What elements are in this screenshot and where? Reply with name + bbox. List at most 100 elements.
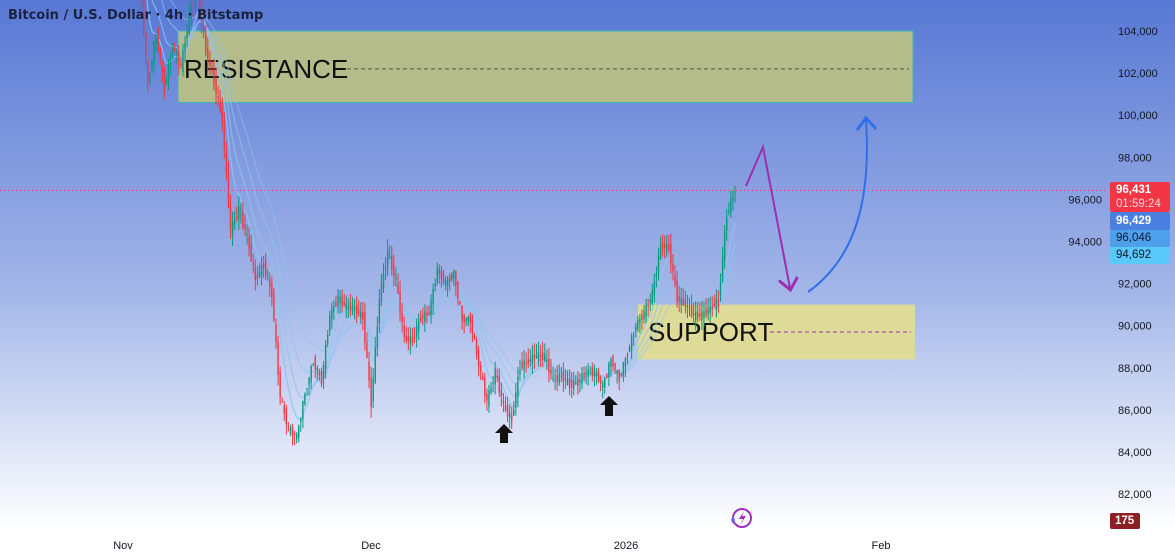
candle — [312, 364, 314, 366]
candle — [451, 274, 453, 281]
candle — [318, 371, 321, 376]
time-tick: Feb — [872, 540, 891, 552]
candle — [355, 305, 358, 314]
candle — [692, 313, 695, 316]
candle — [488, 390, 490, 407]
chart-title: Bitcoin / U.S. Dollar · 4h · Bitstamp — [8, 8, 264, 23]
candle — [163, 69, 166, 92]
candle — [469, 314, 472, 324]
price-tick: 82,000 — [1118, 489, 1152, 501]
candle — [670, 242, 672, 265]
candle — [207, 47, 209, 64]
candle — [231, 222, 234, 236]
candle — [153, 41, 155, 64]
candle — [258, 271, 261, 277]
candle — [618, 369, 620, 382]
candle — [734, 193, 736, 195]
candle — [630, 335, 633, 352]
candle — [213, 69, 215, 86]
candle — [389, 255, 391, 258]
candle — [661, 242, 664, 249]
candle — [411, 337, 414, 343]
candle — [554, 379, 556, 381]
candle — [147, 59, 149, 82]
candle — [409, 336, 412, 345]
ma2-badge: 96,046 — [1110, 230, 1170, 247]
candle — [504, 404, 507, 411]
candle — [465, 318, 467, 322]
candle — [678, 296, 680, 302]
candle — [577, 378, 579, 386]
candle — [533, 353, 536, 361]
candle — [610, 358, 612, 367]
price-tick: 104,000 — [1118, 26, 1158, 38]
candle — [457, 281, 459, 299]
purple-drawn-arrow[interactable] — [745, 143, 790, 288]
candle — [246, 234, 248, 236]
candle — [417, 321, 420, 332]
candle — [324, 344, 327, 369]
candle — [341, 296, 343, 306]
candle — [215, 77, 217, 95]
candle — [285, 408, 288, 425]
candle — [639, 318, 641, 324]
candle — [645, 304, 647, 319]
candle — [434, 283, 436, 286]
candle — [370, 377, 372, 408]
candle — [641, 314, 643, 320]
candle — [599, 378, 602, 384]
candle — [608, 363, 610, 378]
candle — [289, 427, 292, 434]
candle — [287, 425, 290, 427]
candle — [335, 301, 337, 307]
candle — [595, 372, 598, 377]
candle — [473, 335, 476, 338]
candle — [140, 0, 143, 3]
candle — [566, 379, 569, 385]
candle — [198, 0, 201, 6]
candle — [583, 373, 585, 378]
price-tick: 100,000 — [1118, 110, 1158, 122]
candle — [529, 359, 531, 363]
candle — [721, 255, 724, 282]
candle — [732, 198, 734, 201]
candle — [643, 310, 645, 320]
candle — [293, 432, 296, 436]
candle — [326, 334, 329, 344]
candle — [713, 304, 716, 307]
blue-drawn-arrow[interactable] — [807, 120, 867, 293]
candle — [653, 280, 656, 296]
candle — [304, 392, 306, 405]
candle — [477, 349, 480, 367]
candle — [173, 47, 176, 50]
candle — [386, 249, 389, 267]
volume-badge: 175 — [1110, 513, 1140, 529]
candle — [271, 282, 273, 298]
price-tick: 90,000 — [1118, 321, 1152, 333]
candle — [310, 365, 312, 382]
candle — [446, 278, 449, 287]
candle — [535, 354, 538, 358]
candle — [393, 264, 395, 276]
flash-icon[interactable] — [731, 508, 752, 528]
candle — [585, 372, 587, 375]
candle — [544, 353, 546, 362]
last-price-badge: 96,431 01:59:24 — [1110, 182, 1170, 212]
candle — [413, 335, 416, 339]
resistance-zone[interactable] — [177, 30, 914, 104]
candle — [517, 376, 519, 397]
candle — [329, 315, 331, 331]
candle — [248, 236, 250, 249]
candle — [657, 255, 660, 274]
resistance-label: RESISTANCE — [184, 54, 348, 84]
candle — [157, 28, 159, 51]
candle — [306, 388, 308, 390]
candle — [444, 279, 447, 285]
candle — [709, 307, 711, 313]
candle — [436, 267, 438, 283]
candle — [612, 355, 614, 367]
candle — [192, 4, 194, 7]
price-tick: 92,000 — [1118, 279, 1152, 291]
time-axis[interactable] — [0, 530, 1175, 559]
